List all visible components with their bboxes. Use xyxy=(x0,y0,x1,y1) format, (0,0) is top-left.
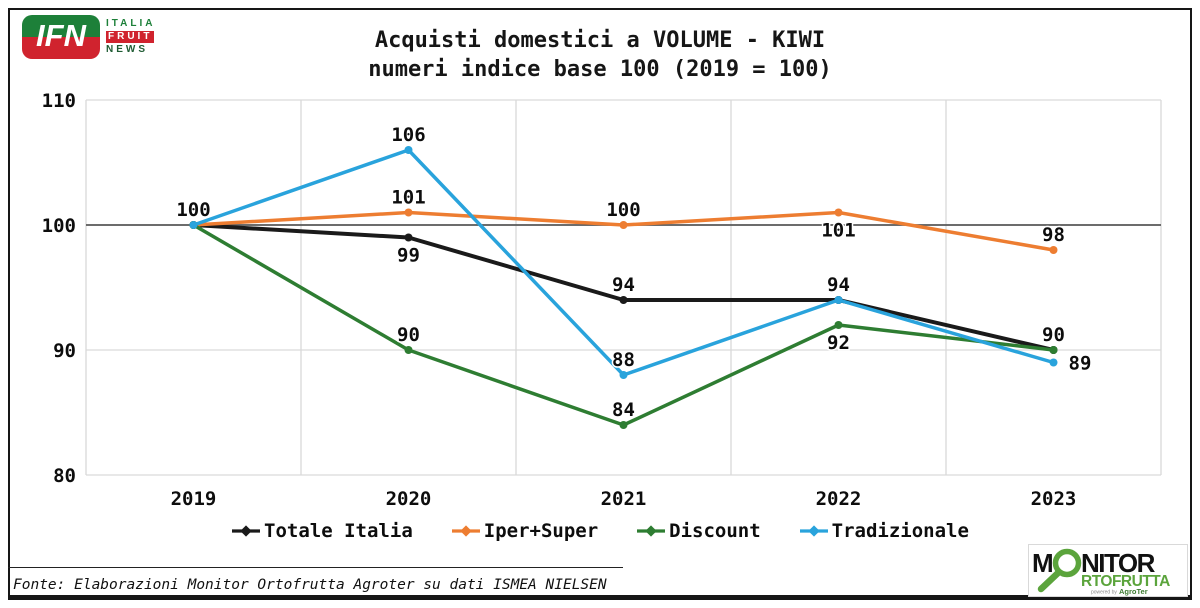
chart-title-line2: numeri indice base 100 (2019 = 100) xyxy=(368,57,832,82)
monitor-m-text: M xyxy=(1032,548,1052,578)
x-axis-tick-label: 2020 xyxy=(386,488,432,510)
y-axis-tick-label: 80 xyxy=(53,465,76,487)
data-point-marker xyxy=(619,221,628,229)
monitor-ortofrutta-logo: M NITOR RTOFRUTTA powered by AgroTer xyxy=(1028,544,1188,597)
chart-title-line1: Acquisti domestici a VOLUME - KIWI xyxy=(374,28,826,53)
data-label: 90 xyxy=(397,324,420,346)
legend-item-iper-super: Iper+Super xyxy=(451,520,598,542)
legend-label: Iper+Super xyxy=(483,520,599,542)
ortofrutta-text: RTOFRUTTA xyxy=(1081,573,1170,590)
data-point-marker xyxy=(834,296,843,304)
data-point-marker xyxy=(619,296,628,304)
y-axis-tick-label: 90 xyxy=(53,340,76,362)
data-label: 100 xyxy=(176,199,210,221)
footer-divider xyxy=(8,567,623,568)
chart-title: Acquisti domestici a VOLUME - KIWI numer… xyxy=(0,26,1200,84)
ifn-badge-icon: IFN xyxy=(22,15,100,59)
legend-item-totale-italia: Totale Italia xyxy=(231,520,413,542)
monitor-nitor-text: NITOR xyxy=(1081,548,1156,578)
legend-label: Discount xyxy=(669,520,761,542)
x-axis-tick-label: 2023 xyxy=(1031,488,1077,510)
ifn-logo: IFN ITALIA FRUIT NEWS xyxy=(22,15,155,59)
ifn-badge-text: IFN xyxy=(36,18,86,53)
ifn-logo-wordmark: ITALIA FRUIT NEWS xyxy=(106,15,155,59)
agroter-text: AgroTer xyxy=(1119,587,1148,596)
magnifier-ring-icon xyxy=(1052,548,1082,578)
legend-label: Totale Italia xyxy=(264,520,413,542)
powered-by-text: powered by xyxy=(1091,590,1117,596)
line-marker-icon xyxy=(451,525,480,537)
data-point-marker xyxy=(834,208,843,217)
data-point-marker xyxy=(404,146,413,154)
data-point-marker xyxy=(404,208,413,217)
source-note: Fonte: Elaborazioni Monitor Ortofrutta A… xyxy=(13,577,607,593)
ifn-fruit-text: FRUIT xyxy=(106,31,155,43)
y-axis-tick-label: 110 xyxy=(42,90,76,112)
data-label: 106 xyxy=(391,124,425,146)
data-point-marker xyxy=(189,221,198,229)
data-point-marker xyxy=(1049,246,1058,254)
data-point-marker xyxy=(619,371,628,379)
data-label: 94 xyxy=(612,274,635,296)
chart-plot-area: 80 90 100 110 2019 2020 2021 2022 2023 100 99 94 94 9… xyxy=(42,90,1162,510)
x-axis-tick-label: 2019 xyxy=(171,488,217,510)
data-label: 99 xyxy=(397,245,420,267)
ifn-italia-text: ITALIA xyxy=(106,18,156,29)
data-point-marker xyxy=(1049,346,1058,354)
magnifier-handle-icon xyxy=(1037,569,1062,593)
line-marker-icon xyxy=(637,525,666,537)
x-axis-tick-label: 2022 xyxy=(816,488,862,510)
data-point-marker xyxy=(619,421,628,429)
data-point-marker xyxy=(1049,358,1058,367)
ifn-news-text: NEWS xyxy=(106,44,148,55)
data-label: 94 xyxy=(827,274,850,296)
data-label: 90 xyxy=(1042,324,1065,346)
legend-item-discount: Discount xyxy=(636,520,761,542)
data-label: 101 xyxy=(821,220,855,242)
data-label: 100 xyxy=(606,199,640,221)
legend-label: Tradizionale xyxy=(831,520,969,542)
chart-legend: Totale Italia Iper+Super Discount Tradiz… xyxy=(0,520,1200,542)
series-line-tradizionale xyxy=(191,148,1056,377)
monitor-logo-graphic: M NITOR RTOFRUTTA powered by AgroTer xyxy=(1032,548,1171,596)
y-axis-tick-label: 100 xyxy=(42,215,76,237)
data-point-marker xyxy=(834,321,843,329)
data-label: 92 xyxy=(827,332,850,354)
data-point-marker xyxy=(404,346,413,354)
x-axis-tick-label: 2021 xyxy=(601,488,647,510)
data-label: 88 xyxy=(612,349,635,371)
legend-item-tradizionale: Tradizionale xyxy=(799,520,969,542)
data-label: 98 xyxy=(1042,224,1065,246)
data-label: 101 xyxy=(391,187,425,209)
data-label: 89 xyxy=(1069,353,1092,375)
data-point-marker xyxy=(404,233,413,242)
line-marker-icon xyxy=(799,525,828,537)
data-label: 84 xyxy=(612,399,635,421)
line-marker-icon xyxy=(232,525,261,537)
